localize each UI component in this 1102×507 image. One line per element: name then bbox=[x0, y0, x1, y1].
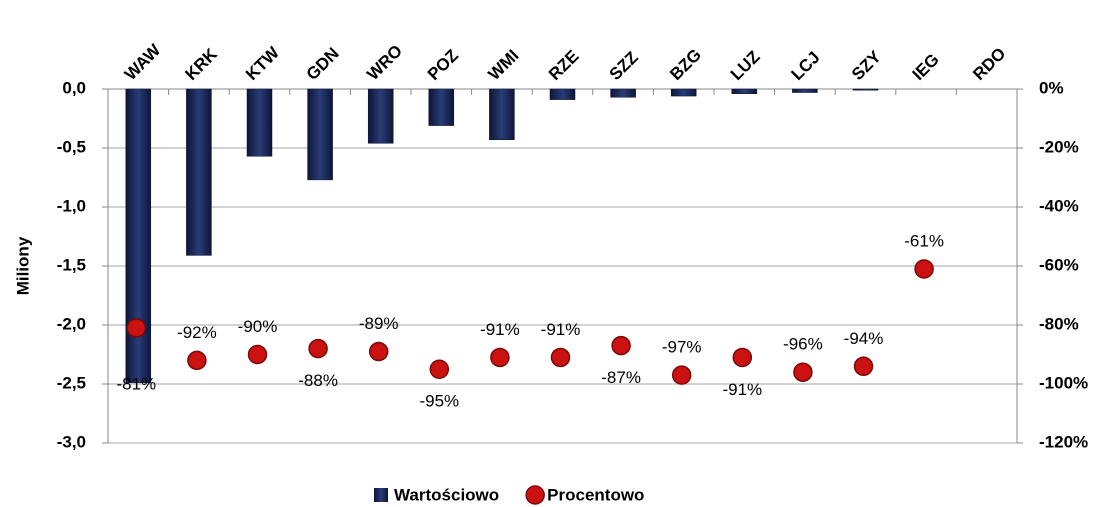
x-tick-label: SZY bbox=[848, 47, 885, 84]
y-tick-label: -1,5 bbox=[57, 255, 86, 274]
data-label: -89% bbox=[359, 314, 399, 333]
data-label: -81% bbox=[116, 374, 156, 393]
data-label: -97% bbox=[662, 338, 702, 357]
legend-marker bbox=[374, 488, 388, 502]
x-tick-label: BZG bbox=[666, 45, 705, 84]
point bbox=[611, 335, 631, 356]
x-tick-label: GDN bbox=[303, 44, 343, 84]
bar bbox=[489, 88, 515, 140]
bar bbox=[670, 88, 697, 97]
point bbox=[914, 259, 934, 279]
bar bbox=[428, 88, 455, 126]
y2-tick-label: -120% bbox=[1039, 432, 1088, 451]
bar bbox=[367, 88, 394, 144]
point bbox=[247, 344, 268, 365]
bar bbox=[852, 88, 879, 91]
y-tick-label: 0,0 bbox=[62, 78, 86, 97]
data-label: -90% bbox=[238, 317, 278, 336]
y-axis-label: Miliony bbox=[13, 236, 32, 295]
point bbox=[732, 347, 753, 368]
data-label: -61% bbox=[904, 231, 944, 250]
y-tick-label: -3,0 bbox=[57, 432, 86, 451]
x-tick-label: WMI bbox=[484, 46, 522, 84]
bar bbox=[307, 88, 333, 181]
bar bbox=[792, 88, 818, 93]
point bbox=[671, 365, 692, 385]
x-tick-label: RZE bbox=[545, 47, 582, 84]
y2-tick-label: -80% bbox=[1039, 314, 1079, 333]
x-tick-label: LCJ bbox=[787, 48, 823, 84]
x-tick-label: KTW bbox=[242, 43, 283, 84]
x-tick-label: LUZ bbox=[727, 47, 764, 84]
y-tick-label: -0,5 bbox=[57, 137, 86, 156]
bar bbox=[246, 88, 273, 157]
data-label: -91% bbox=[480, 320, 520, 339]
x-tick-label: WRO bbox=[363, 41, 406, 84]
point bbox=[308, 338, 328, 359]
x-tick-label: RDO bbox=[969, 44, 1009, 84]
y2-tick-label: -100% bbox=[1039, 373, 1088, 392]
legend-label: Wartościowo bbox=[394, 485, 499, 504]
bar bbox=[731, 88, 758, 94]
bar bbox=[125, 88, 152, 384]
point bbox=[187, 350, 207, 371]
point bbox=[550, 347, 571, 368]
point bbox=[490, 347, 510, 368]
y-tick-label: -2,5 bbox=[57, 373, 86, 392]
point bbox=[368, 341, 389, 362]
data-label: -91% bbox=[722, 380, 762, 399]
data-label: -91% bbox=[541, 320, 581, 339]
bar bbox=[610, 88, 636, 98]
bar bbox=[186, 88, 212, 256]
y2-tick-label: -60% bbox=[1039, 255, 1079, 274]
data-label: -94% bbox=[844, 329, 884, 348]
x-tick-label: WAW bbox=[121, 40, 165, 84]
x-tick-label: SZZ bbox=[606, 48, 642, 84]
data-label: -92% bbox=[177, 323, 217, 342]
point bbox=[853, 356, 874, 377]
y2-tick-label: -20% bbox=[1039, 137, 1079, 156]
data-label: -87% bbox=[601, 368, 641, 387]
y-tick-label: -2,0 bbox=[57, 314, 86, 333]
x-tick-label: POZ bbox=[424, 46, 462, 84]
y2-tick-label: 0% bbox=[1039, 78, 1064, 97]
point bbox=[429, 359, 450, 379]
point bbox=[793, 362, 813, 382]
data-label: -95% bbox=[419, 392, 459, 411]
legend-marker bbox=[525, 485, 545, 505]
point bbox=[126, 318, 147, 338]
legend-label: Procentowo bbox=[547, 485, 644, 504]
x-tick-label: KRK bbox=[181, 44, 221, 84]
x-tick-label: IEG bbox=[909, 50, 943, 84]
data-label: -88% bbox=[298, 371, 338, 390]
bar bbox=[549, 88, 576, 100]
y2-tick-label: -40% bbox=[1039, 196, 1079, 215]
data-label: -96% bbox=[783, 335, 823, 354]
y-tick-label: -1,0 bbox=[57, 196, 86, 215]
